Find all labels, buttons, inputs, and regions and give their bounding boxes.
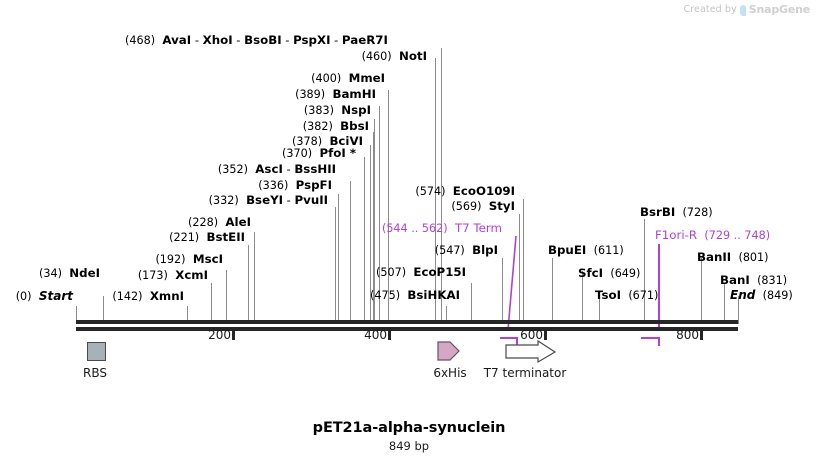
leader-line-bstei — [248, 245, 249, 324]
backbone-strand-top — [76, 320, 738, 324]
label-bstei[interactable]: (221) BstEII — [169, 230, 245, 245]
leader-line-ndei — [103, 296, 104, 324]
snapgene-credit: Created by SnapGene — [683, 3, 810, 16]
ruler-label-600: 600 — [520, 328, 543, 342]
plasmid-size: 849 bp — [388, 439, 430, 453]
label-bseyi-group[interactable]: (332) BseYI - PvuII — [208, 193, 328, 208]
leader-line-bani — [724, 283, 725, 324]
leader-line-msci — [226, 270, 227, 324]
leader-line-bamhi — [379, 106, 380, 324]
title-block: pET21a-alpha-synuclein 849 bp — [0, 420, 818, 453]
ruler-tick-800 — [700, 331, 703, 340]
snapgene-logo-icon — [739, 5, 746, 16]
feature-t7-terminator-label: T7 terminator — [483, 366, 567, 380]
leader-line-blpi — [502, 258, 503, 324]
leader-line-sfci — [582, 271, 583, 324]
label-ecoo109i[interactable]: (574) EcoO109I — [415, 184, 515, 199]
label-msci[interactable]: (192) MscI — [155, 252, 223, 267]
leader-line-nspi — [374, 119, 375, 324]
leader-line-xmni — [187, 306, 188, 324]
label-xcmi[interactable]: (173) XcmI — [137, 268, 208, 283]
ruler-tick-200 — [232, 331, 235, 340]
leader-line-ecoo109i — [523, 199, 524, 324]
feature-rbs-glyph[interactable] — [87, 342, 106, 361]
label-alei[interactable]: (228) AleI — [188, 215, 251, 230]
label-sfci[interactable]: SfcI (649) — [578, 266, 641, 281]
label-t7term[interactable]: (544 .. 562) T7 Term — [381, 221, 502, 236]
feature-6xhis-label: 6xHis — [433, 366, 467, 380]
leader-line-bpuei — [552, 258, 553, 324]
label-ndei[interactable]: (34) NdeI — [39, 266, 100, 281]
leader-line-bcivi — [370, 145, 371, 324]
leader-line-bseyi — [335, 207, 336, 324]
leader-line-avai-group — [441, 48, 442, 324]
plasmid-backbone[interactable] — [76, 320, 738, 332]
label-pspfi[interactable]: (336) PspFI — [258, 178, 332, 193]
range-bracket-f1ori-r — [641, 337, 660, 346]
leader-line-bbsi — [373, 132, 374, 324]
label-tsoi[interactable]: TsoI (671) — [595, 288, 659, 303]
label-bsihkai[interactable]: (475) BsiHKAI — [370, 288, 460, 303]
leader-line-bsihkai — [446, 306, 447, 324]
label-bpuei[interactable]: BpuEI (611) — [548, 243, 624, 258]
label-start[interactable]: (0) Start — [15, 289, 73, 304]
leader-line-asci — [350, 181, 351, 324]
leader-line-alei — [254, 232, 255, 324]
leader-line-xcmi — [211, 283, 212, 324]
ruler-label-200: 200 — [208, 328, 231, 342]
ruler-tick-600 — [544, 331, 547, 340]
label-end[interactable]: End (849) — [730, 288, 793, 303]
leader-line-mmei — [388, 90, 389, 324]
label-bcivi[interactable]: (378) BciVI — [292, 134, 363, 149]
snapgene-brand-name: SnapGene — [748, 3, 810, 16]
label-bsrbi[interactable]: BsrBI (728) — [640, 205, 713, 220]
label-xmni[interactable]: (142) XmnI — [112, 289, 184, 304]
label-bani[interactable]: BanI (831) — [720, 273, 788, 288]
leader-line-pspfi — [338, 194, 339, 324]
feature-t7-terminator-glyph[interactable] — [505, 340, 557, 364]
leader-line-end — [738, 296, 739, 324]
ruler-tick-400 — [388, 331, 391, 340]
plasmid-name: pET21a-alpha-synuclein — [312, 420, 506, 436]
leader-line-ecop15i — [471, 283, 472, 324]
leader-line-pfoi — [364, 157, 365, 324]
ruler-label-400: 400 — [364, 328, 387, 342]
leader-line-tsoi — [599, 296, 600, 324]
label-pfoi[interactable]: (370) PfoI * — [282, 146, 356, 161]
label-bamhi[interactable]: (389) BamHI — [295, 87, 376, 102]
label-banii[interactable]: BanII (801) — [697, 250, 769, 265]
label-f1ori-r[interactable]: F1ori-R (729 .. 748) — [655, 228, 771, 243]
label-styi[interactable]: (569) StyI — [451, 199, 515, 214]
label-avai-group[interactable]: (468) AvaI - XhoI - BsoBI - PspXI - PaeR… — [125, 33, 388, 48]
feature-6xhis-glyph[interactable] — [437, 340, 461, 362]
label-bbsi[interactable]: (382) BbsI — [302, 119, 369, 134]
label-ecop15i[interactable]: (507) EcoP15I — [375, 265, 466, 280]
leader-line-start — [76, 306, 77, 324]
backbone-strand-bottom — [76, 327, 738, 331]
ruler-label-800: 800 — [676, 328, 699, 342]
leader-line-banii — [701, 258, 702, 324]
feature-rbs-label: RBS — [83, 366, 107, 380]
range-bracket-t7term — [500, 337, 518, 346]
label-nspi[interactable]: (383) NspI — [303, 103, 371, 118]
leader-line-f1ori-r — [658, 244, 660, 330]
leader-line-bsrbi — [644, 219, 645, 324]
label-mmei[interactable]: (400) MmeI — [311, 71, 385, 86]
label-noti[interactable]: (460) NotI — [361, 49, 427, 64]
leader-line-noti — [435, 58, 436, 324]
leader-line-styi — [519, 214, 520, 324]
credit-prefix: Created by — [683, 4, 737, 15]
label-blpi[interactable]: (547) BlpI — [434, 243, 498, 258]
label-asci-group[interactable]: (352) AscI - BssHII — [217, 162, 336, 177]
